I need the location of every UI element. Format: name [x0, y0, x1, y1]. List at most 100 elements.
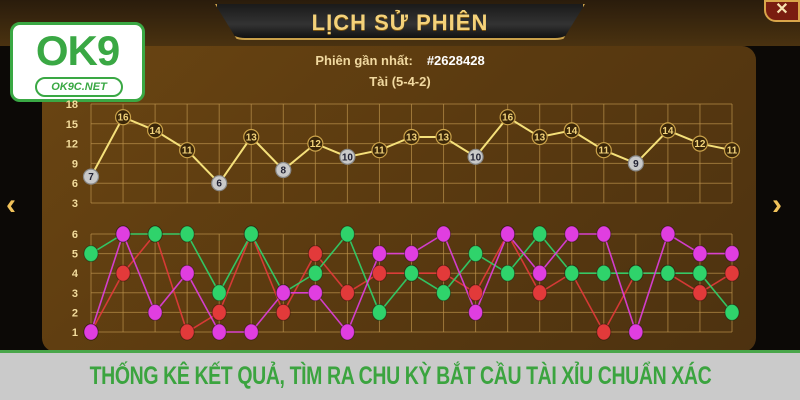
dice-point [500, 264, 516, 282]
sum-point [371, 142, 388, 159]
sum-point [595, 142, 612, 159]
sum-point [659, 122, 677, 139]
sum-point [627, 155, 644, 172]
dice-point [596, 323, 612, 341]
dice-point [307, 245, 323, 263]
y-tick-label: 12 [66, 139, 78, 151]
dice-point [371, 303, 387, 321]
dice-point [243, 225, 259, 243]
y-tick-label: 6 [72, 229, 78, 241]
dice-point [468, 284, 484, 302]
sum-label: 14 [566, 126, 578, 137]
dice-point [404, 245, 419, 263]
next-button[interactable]: › [772, 188, 782, 222]
dice-point [692, 284, 708, 302]
y-tick-label: 3 [72, 198, 78, 210]
sum-label: 14 [662, 126, 674, 137]
dice-point [243, 323, 259, 341]
sum-point [179, 142, 196, 159]
y-tick-label: 4 [72, 268, 79, 280]
sum-label: 13 [406, 133, 418, 144]
y-tick-label: 18 [66, 99, 78, 111]
dice-point [724, 303, 740, 321]
dice-point [211, 303, 227, 321]
dice-point [115, 225, 131, 243]
close-button[interactable]: ✕ [764, 0, 800, 22]
sum-label: 12 [310, 139, 322, 150]
sum-point [147, 122, 164, 139]
dice-point [436, 225, 452, 243]
sum-point [403, 128, 420, 146]
sum-point [339, 148, 356, 165]
sum-point [723, 142, 741, 159]
y-tick-label: 1 [72, 327, 78, 339]
prev-button[interactable]: ‹ [6, 188, 16, 222]
dice-point [500, 225, 516, 243]
sum-label: 13 [246, 133, 258, 144]
dice-point [275, 303, 291, 321]
latest-session: Phiên gần nhất: #2628428 [0, 53, 800, 68]
dice-point [564, 225, 580, 243]
y-tick-label: 6 [72, 178, 78, 190]
dice-point [532, 284, 548, 302]
sum-label: 11 [727, 146, 738, 157]
dice-point [371, 245, 387, 263]
dice-point [147, 303, 163, 321]
sum-point [211, 175, 228, 192]
sum-label: 13 [534, 133, 546, 144]
latest-result: Tài (5-4-2) [369, 74, 431, 89]
y-tick-label: 2 [72, 307, 78, 319]
sum-label: 12 [694, 139, 706, 150]
sum-label: 11 [182, 146, 193, 157]
close-icon: ✕ [775, 1, 789, 18]
dice-point [83, 245, 99, 263]
dice-point [371, 264, 387, 282]
dice-point [275, 284, 291, 302]
sum-label: 10 [342, 152, 354, 163]
sum-label: 8 [281, 166, 287, 177]
dice-point [660, 264, 676, 282]
banner-text: THỐNG KÊ KẾT QUẢ, TÌM RA CHU KỲ BẮT CẦU … [89, 362, 711, 390]
dice-point [307, 284, 323, 302]
dice-point [339, 284, 355, 302]
chevron-right-icon: › [772, 188, 782, 221]
dice-point [339, 225, 355, 243]
logo-brand: OK9 [35, 27, 120, 74]
sum-label: 6 [216, 179, 222, 190]
y-tick-label: 15 [66, 119, 78, 131]
sum-point [467, 148, 484, 165]
sum-label: 11 [599, 146, 610, 157]
banner: THỐNG KÊ KẾT QUẢ, TÌM RA CHU KỲ BẮT CẦU … [0, 350, 800, 400]
dice-point [211, 284, 227, 302]
dice-point [692, 264, 708, 282]
dice-point [468, 303, 484, 321]
dice-point [596, 225, 612, 243]
dice-point [404, 264, 419, 282]
sum-point [499, 109, 516, 126]
dice-point [179, 323, 195, 341]
dice-point [532, 225, 548, 243]
dice-point [628, 264, 644, 282]
ok9-logo: OK9 OK9C.NET [10, 22, 145, 102]
dice-point [179, 225, 195, 243]
sum-point [435, 128, 452, 146]
logo-site: OK9C.NET [35, 77, 123, 97]
dice-point [724, 245, 740, 263]
history-panel [42, 46, 756, 352]
sum-point [275, 161, 292, 179]
dice-point [596, 264, 612, 282]
dice-point [307, 264, 323, 282]
dice-point [532, 264, 548, 282]
sum-label: 13 [438, 133, 450, 144]
dice-point [115, 264, 131, 282]
sum-point [531, 128, 548, 146]
sum-label: 16 [117, 113, 129, 124]
sum-point [563, 122, 580, 139]
dice-point [468, 245, 484, 263]
sum-label: 9 [633, 159, 639, 170]
chevron-left-icon: ‹ [6, 188, 16, 221]
dice-point [339, 323, 355, 341]
y-tick-label: 9 [72, 158, 78, 170]
sum-point [243, 128, 260, 146]
page-title: LỊCH SỬ PHIÊN [311, 10, 489, 35]
